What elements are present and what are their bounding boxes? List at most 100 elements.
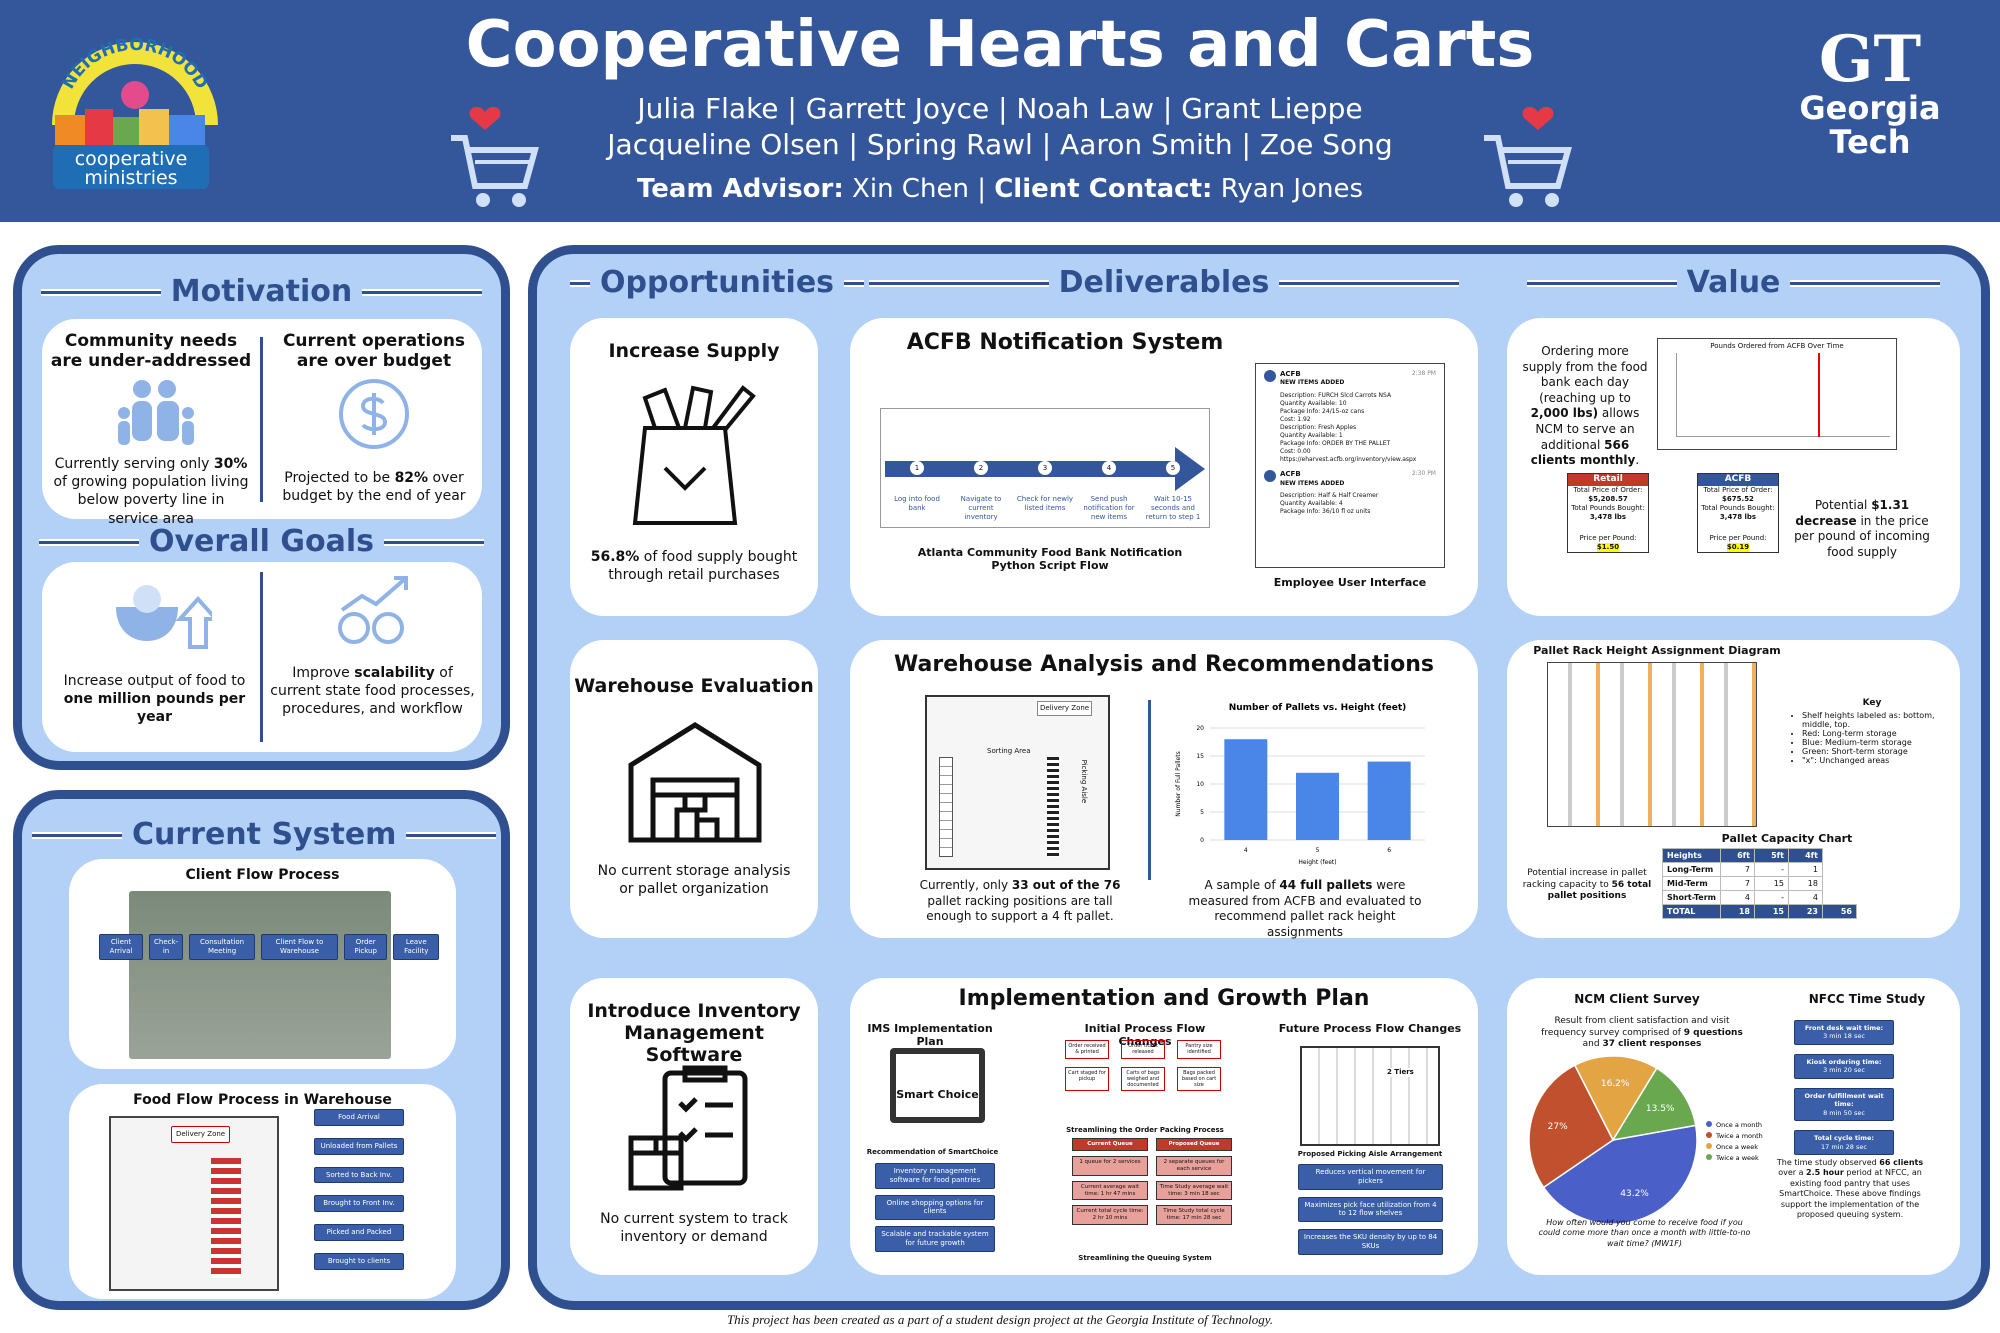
text-run: No current storage analysis or pallet or… [597, 863, 791, 898]
text-run: were measured from ACFB and evaluated to… [1188, 878, 1422, 939]
chart-title: Pounds Ordered from ACFB Over Time [1710, 342, 1844, 350]
dollar-icon [339, 379, 409, 449]
pie-slice [1542, 1124, 1698, 1225]
caption: Streamlining the Order Packing Process [1066, 1126, 1224, 1134]
line-chart: Pounds Ordered from ACFB Over Time [1657, 338, 1897, 450]
section-heading: Opportunities [560, 265, 865, 300]
bar [1296, 772, 1339, 840]
column-title: Initial Process Flow Changes [1084, 1022, 1206, 1048]
card-title: Introduce Inventory Management Software [587, 1000, 801, 1066]
flow-diagram: 1 2 3 4 5 Log into food bank Navigate to curr… [880, 408, 1210, 528]
item-title: Community needs are under-addressed [50, 331, 252, 371]
text-run: in the price per pound of incoming food … [1794, 513, 1930, 559]
x-axis-label: Height (feet) [1298, 859, 1336, 866]
price-field: Total Pounds Bought: [1701, 503, 1775, 512]
label: Team Advisor: [637, 174, 844, 204]
item-text: Projected to be 82% over budget by the e… [272, 469, 476, 505]
email-line: Quantity Available: 10 [1280, 399, 1347, 407]
text-run: of current state food processes, procedu… [270, 665, 475, 718]
legend-swatch [1706, 1132, 1712, 1138]
caption: Streamlining the Queuing System [1078, 1254, 1212, 1262]
key-title: Key [1862, 698, 1882, 708]
deliverable-card: Implementation and Growth Plan IMS Imple… [850, 978, 1478, 1275]
x-tick-label: 4 [1244, 847, 1248, 854]
plan-box: Reduces vertical movement for pickers [1298, 1164, 1443, 1190]
section-heading: Value [1507, 265, 1960, 300]
current-system-panel: Current System Client Flow Process Clien… [13, 790, 510, 1310]
text-run: 44 full pallets [1279, 878, 1373, 892]
step-label: Log into food bank [894, 495, 940, 512]
step-number: 3 [1038, 461, 1052, 475]
column-title: Future Process Flow Changes [1278, 1022, 1462, 1035]
logo-line: cooperative [75, 148, 188, 170]
map-label: Picking Aisle [1080, 759, 1089, 804]
step-numbers: 1 2 3 4 5 [885, 461, 1205, 475]
flow-box: Carts of bags weighed and documented [1121, 1066, 1165, 1092]
time-label: Order fulfillment wait time: [1804, 1091, 1884, 1109]
email-line: Cost: 0.00 [1280, 448, 1311, 456]
table-row: Short-Term 4-4 [1662, 890, 1857, 905]
price-card: ACFB Total Price of Order: $675.52 Total Po… [1697, 473, 1779, 554]
flow-step: Unloaded from Pallets [314, 1137, 404, 1155]
grocery-icon [632, 385, 756, 525]
goal-text: Increase output of food to one million p… [57, 672, 252, 727]
time-box: Kiosk ordering time: 3 min 20 sec [1794, 1053, 1894, 1079]
table-row: Long-Term 7-1 [1662, 862, 1857, 877]
spacer [1568, 522, 1648, 534]
email-line: Quantity Available: 4 [1280, 500, 1343, 507]
text-run: $1.31 decrease [1795, 498, 1910, 528]
email-line: https://eharvest.acfb.org/inventory/view… [1280, 456, 1417, 464]
table-cell: 15 [1753, 876, 1789, 891]
step-label: Check for newly listed items [1016, 495, 1074, 512]
price-card: Retail Total Price of Order: $5,208.57 Tota… [1567, 473, 1649, 554]
flow-step: Order Pickup [343, 934, 388, 960]
chart-title: Number of Pallets vs. Height (feet) [1229, 703, 1407, 713]
price-field: $1.50 [1596, 543, 1620, 553]
gt-text: Tech [1829, 122, 1911, 161]
future-boxes: Reduces vertical movement for pickers Max… [1298, 1164, 1443, 1255]
text-run: 2,000 lbs) [1530, 406, 1599, 421]
smartchoice-logo: Smart Choice [890, 1048, 985, 1123]
gears-icon [338, 576, 408, 644]
time-label: Total cycle time: [1814, 1134, 1874, 1143]
text-run: allows NCM to serve an additional [1535, 406, 1640, 452]
step-number: 2 [974, 461, 988, 475]
text-run: one million pounds per year [63, 691, 246, 726]
table-cell: 1 [1787, 862, 1823, 877]
price-field: 3,478 lbs [1589, 512, 1627, 521]
card-title: Warehouse Evaluation [574, 675, 814, 697]
plan-box: Maximizes pick face utilization from 4 t… [1298, 1196, 1443, 1222]
price-card-title: ACFB [1698, 474, 1778, 486]
aisle-diagram: 2 Tiers [1300, 1046, 1440, 1146]
price-field: $675.52 [1722, 494, 1754, 503]
table-row: Heights 6ft 5ft 4ft [1662, 848, 1857, 863]
legend-swatch [1706, 1143, 1712, 1149]
flow-steps: Food Arrival Unloaded from Pallets Sorted … [314, 1109, 404, 1270]
step-number: 5 [1166, 461, 1180, 475]
text-run: of food supply bought through retail pur… [608, 549, 798, 584]
email: 2:30 PM ACFB NEW ITEMS ADDED Description: H… [1264, 470, 1436, 516]
table-cell: 18 [1719, 904, 1755, 919]
email-time: 2:30 PM [1411, 470, 1436, 478]
goal-text: Improve scalability of current state foo… [270, 664, 475, 719]
table-cell: - [1753, 862, 1789, 877]
slice-label: 13.5% [1646, 1104, 1675, 1114]
time-label: Front desk wait time: [1804, 1024, 1884, 1032]
order-flow: Order received & printed Order ticket rel… [1065, 1040, 1230, 1092]
email-line: Package Info: 36/10 fl oz units [1280, 508, 1371, 516]
text-run: Projected to be [284, 470, 395, 486]
value-card: Pallet Rack Height Assignment Diagram Ke… [1507, 640, 1960, 938]
text-run: Ordering more supply from the food bank … [1522, 344, 1648, 405]
price-field: Price per Pound: [1579, 534, 1637, 543]
family-icon [118, 380, 194, 445]
bowl-icon [116, 585, 212, 649]
step-label: Wait 10-15 seconds and return to step 1 [1145, 495, 1201, 521]
section-heading: Current System [22, 817, 501, 852]
card-title: Food Flow Process in Warehouse [133, 1092, 392, 1108]
flow-step: Food Arrival [314, 1109, 404, 1126]
step-number: 1 [910, 461, 924, 475]
email-sender: ACFB [1280, 470, 1301, 479]
advisor-line: Team Advisor: Xin Chen | Client Contact:… [0, 174, 2000, 204]
step-label: Send push notification for new items [1083, 495, 1135, 521]
card-title: Implementation and Growth Plan [958, 986, 1370, 1011]
